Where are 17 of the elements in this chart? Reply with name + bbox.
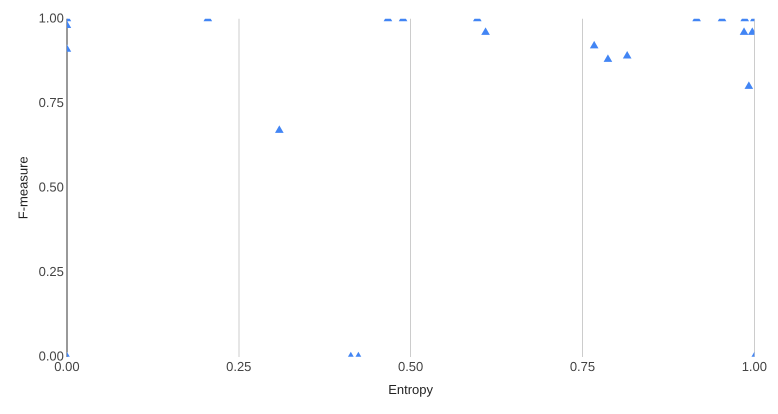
x-tick-label: 1.00: [742, 359, 768, 374]
point: [622, 50, 632, 58]
point: [274, 125, 284, 133]
y-tick-label: 1.00: [38, 10, 64, 26]
y-tick-label: 0.50: [38, 179, 64, 194]
y-tick-label: 0.75: [38, 94, 64, 110]
point: [604, 54, 612, 62]
point: [740, 27, 748, 35]
x-tick-label: 0.50: [398, 359, 424, 374]
y-axis-title: F-measure: [15, 156, 30, 220]
point: [481, 27, 490, 35]
y-tick-label: 0.25: [38, 264, 64, 279]
point: [744, 81, 754, 89]
x-axis-title: Entropy: [388, 382, 434, 397]
point: [590, 40, 599, 48]
x-tick-label: 0.75: [570, 359, 596, 374]
x-tick-label: 0.25: [226, 359, 252, 374]
